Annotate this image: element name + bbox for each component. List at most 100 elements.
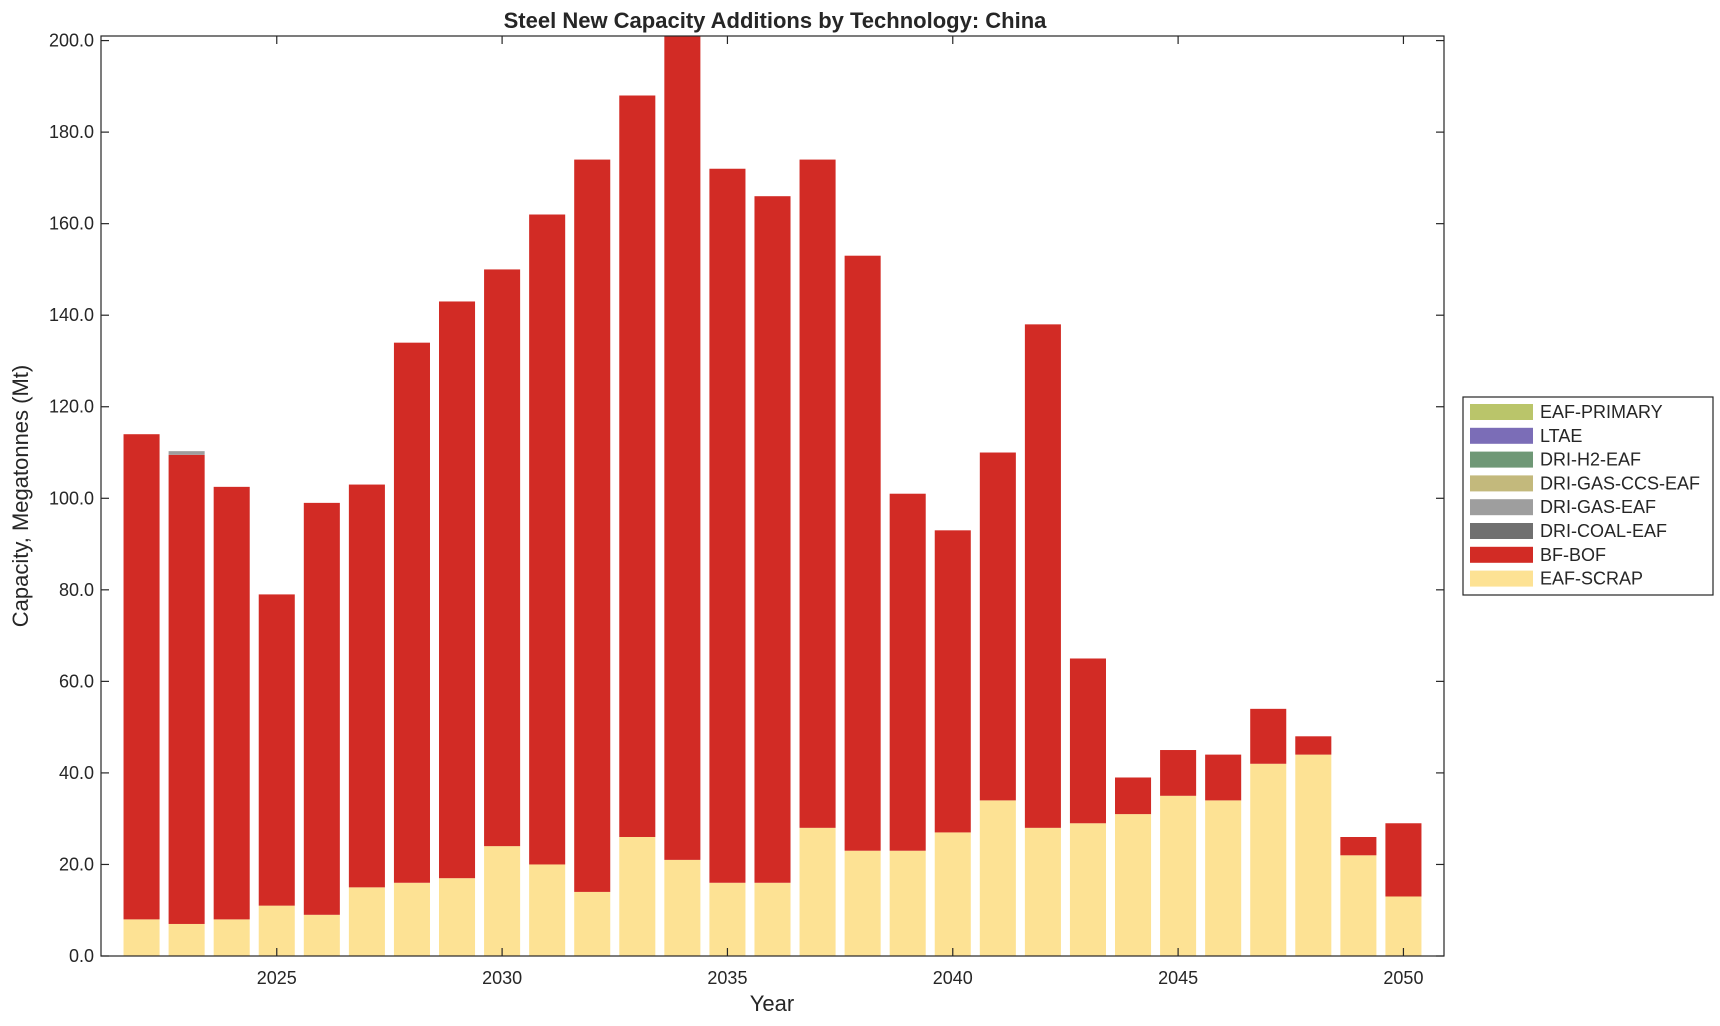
bar-segment-eaf-scrap-2030: [484, 846, 521, 956]
bar-segment-eaf-scrap-2026: [303, 914, 340, 956]
bar-segment-bf-bof-2040: [934, 530, 971, 833]
bar-segment-eaf-scrap-2047: [1250, 763, 1287, 956]
legend-box: [1462, 396, 1714, 596]
bar-segment-bf-bof-2031: [529, 214, 566, 865]
chart-legend: EAF-PRIMARY LTAE DRI-H2-EAF DRI-GAS-CCS-EAF…: [1462, 396, 1714, 596]
bar-segment-bf-bof-2036: [754, 196, 791, 883]
bar-segment-bf-bof-2027: [348, 484, 385, 888]
legend-swatch-bf-bof: [1470, 546, 1533, 563]
legend-label-eaf-scrap: EAF-SCRAP: [1540, 569, 1643, 589]
x-tick-label: 2050: [1383, 968, 1423, 988]
bar-segment-eaf-scrap-2041: [979, 800, 1016, 956]
bar-segment-dri-gas-eaf-2023: [168, 451, 205, 455]
x-axis-label: Year: [750, 991, 794, 1016]
legend-label-dri-coal-eaf: DRI-COAL-EAF: [1540, 521, 1667, 541]
bar-segment-bf-bof-2038: [844, 255, 881, 851]
y-tick-label: 120.0: [49, 397, 94, 417]
bar-segment-bf-bof-2047: [1250, 708, 1287, 764]
legend-label-dri-gas-eaf: DRI-GAS-EAF: [1540, 497, 1656, 517]
bar-segment-eaf-scrap-2024: [213, 919, 250, 956]
y-tick-label: 180.0: [49, 122, 94, 142]
bar-segment-bf-bof-2044: [1115, 777, 1152, 815]
bar-segment-bf-bof-2043: [1069, 658, 1106, 824]
bar-segment-eaf-scrap-2046: [1205, 800, 1242, 956]
bar-segment-eaf-scrap-2037: [799, 827, 836, 956]
bar-segment-bf-bof-2049: [1340, 837, 1377, 856]
bar-segment-bf-bof-2035: [709, 168, 746, 883]
bar-segment-eaf-scrap-2032: [574, 891, 611, 956]
bar-segment-bf-bof-2029: [439, 301, 476, 879]
x-tick-label: 2025: [257, 968, 297, 988]
y-tick-label: 80.0: [59, 580, 94, 600]
bar-segment-eaf-scrap-2039: [889, 850, 926, 956]
legend-label-dri-h2-eaf: DRI-H2-EAF: [1540, 450, 1641, 470]
bar-segment-eaf-scrap-2033: [619, 837, 656, 956]
bar-segment-bf-bof-2030: [484, 269, 521, 847]
legend-swatch-eaf-scrap: [1470, 570, 1533, 587]
bar-segment-eaf-scrap-2050: [1385, 896, 1422, 956]
bar-segment-eaf-scrap-2029: [439, 878, 476, 956]
plot-area-frame: [100, 35, 1445, 957]
bar-segment-eaf-scrap-2025: [258, 905, 295, 956]
bar-segment-eaf-scrap-2027: [348, 887, 385, 956]
bar-segment-eaf-scrap-2031: [529, 864, 566, 956]
bar-segment-bf-bof-2041: [979, 452, 1016, 801]
bar-segment-eaf-scrap-2023: [168, 923, 205, 956]
bar-segment-eaf-scrap-2034: [664, 859, 701, 956]
y-tick-label: 200.0: [49, 31, 94, 51]
bar-segment-bf-bof-2042: [1024, 324, 1061, 828]
legend-swatch-dri-gas-eaf: [1470, 499, 1533, 516]
bar-segment-eaf-scrap-2040: [934, 832, 971, 956]
y-axis-label: Capacity, Megatonnes (Mt): [8, 365, 33, 627]
legend-label-dri-gas-ccs-eaf: DRI-GAS-CCS-EAF: [1540, 473, 1700, 493]
bar-segment-eaf-scrap-2035: [709, 882, 746, 956]
bar-segment-bf-bof-2050: [1385, 823, 1422, 897]
bars-layer: [123, 36, 1422, 956]
bar-segment-eaf-scrap-2044: [1115, 814, 1152, 956]
x-tick-label: 2040: [933, 968, 973, 988]
bar-segment-bf-bof-2032: [574, 159, 611, 892]
bar-segment-bf-bof-2024: [213, 486, 250, 920]
bar-segment-bf-bof-2025: [258, 594, 295, 906]
y-tick-label: 0.0: [69, 946, 94, 966]
legend-swatch-ltae: [1470, 427, 1533, 444]
bar-segment-eaf-scrap-2038: [844, 850, 881, 956]
axis-ticks: 0.0 20.0 40.0 60.0 80.0 100.0 120.0 140.0 160.0 1…: [49, 31, 1444, 988]
x-tick-label: 2045: [1158, 968, 1198, 988]
bar-segment-bf-bof-2028: [393, 342, 430, 883]
bar-segment-eaf-scrap-2036: [754, 882, 791, 956]
bar-segment-bf-bof-2034: [664, 36, 701, 860]
y-tick-label: 20.0: [59, 854, 94, 874]
bar-segment-bf-bof-2045: [1160, 750, 1197, 796]
y-tick-label: 60.0: [59, 671, 94, 691]
y-tick-label: 40.0: [59, 763, 94, 783]
bar-segment-eaf-scrap-2049: [1340, 855, 1377, 956]
legend-label-bf-bof: BF-BOF: [1540, 545, 1606, 565]
bar-segment-bf-bof-2039: [889, 493, 926, 851]
bar-segment-bf-bof-2023: [168, 454, 205, 924]
bar-segment-bf-bof-2048: [1295, 736, 1332, 755]
x-tick-label: 2030: [482, 968, 522, 988]
bar-segment-bf-bof-2022: [123, 434, 160, 920]
bar-segment-bf-bof-2037: [799, 159, 836, 828]
bar-segment-eaf-scrap-2048: [1295, 754, 1332, 956]
y-tick-label: 100.0: [49, 488, 94, 508]
bar-segment-eaf-scrap-2028: [393, 882, 430, 956]
bar-segment-bf-bof-2046: [1205, 754, 1242, 801]
bar-segment-eaf-scrap-2043: [1069, 823, 1106, 956]
legend-label-ltae: LTAE: [1540, 426, 1582, 446]
y-tick-label: 160.0: [49, 214, 94, 234]
legend-label-eaf-primary: EAF-PRIMARY: [1540, 402, 1663, 422]
y-tick-label: 140.0: [49, 305, 94, 325]
bar-segment-eaf-scrap-2022: [123, 919, 160, 956]
legend-swatch-dri-coal-eaf: [1470, 523, 1533, 539]
bar-segment-bf-bof-2026: [303, 502, 340, 915]
bar-segment-bf-bof-2033: [619, 95, 656, 837]
x-tick-label: 2035: [707, 968, 747, 988]
legend-swatch-dri-h2-eaf: [1470, 451, 1533, 468]
bar-segment-eaf-scrap-2042: [1024, 827, 1061, 956]
chart-title: Steel New Capacity Additions by Technolo…: [504, 8, 1048, 33]
legend-swatch-eaf-primary: [1470, 404, 1533, 420]
